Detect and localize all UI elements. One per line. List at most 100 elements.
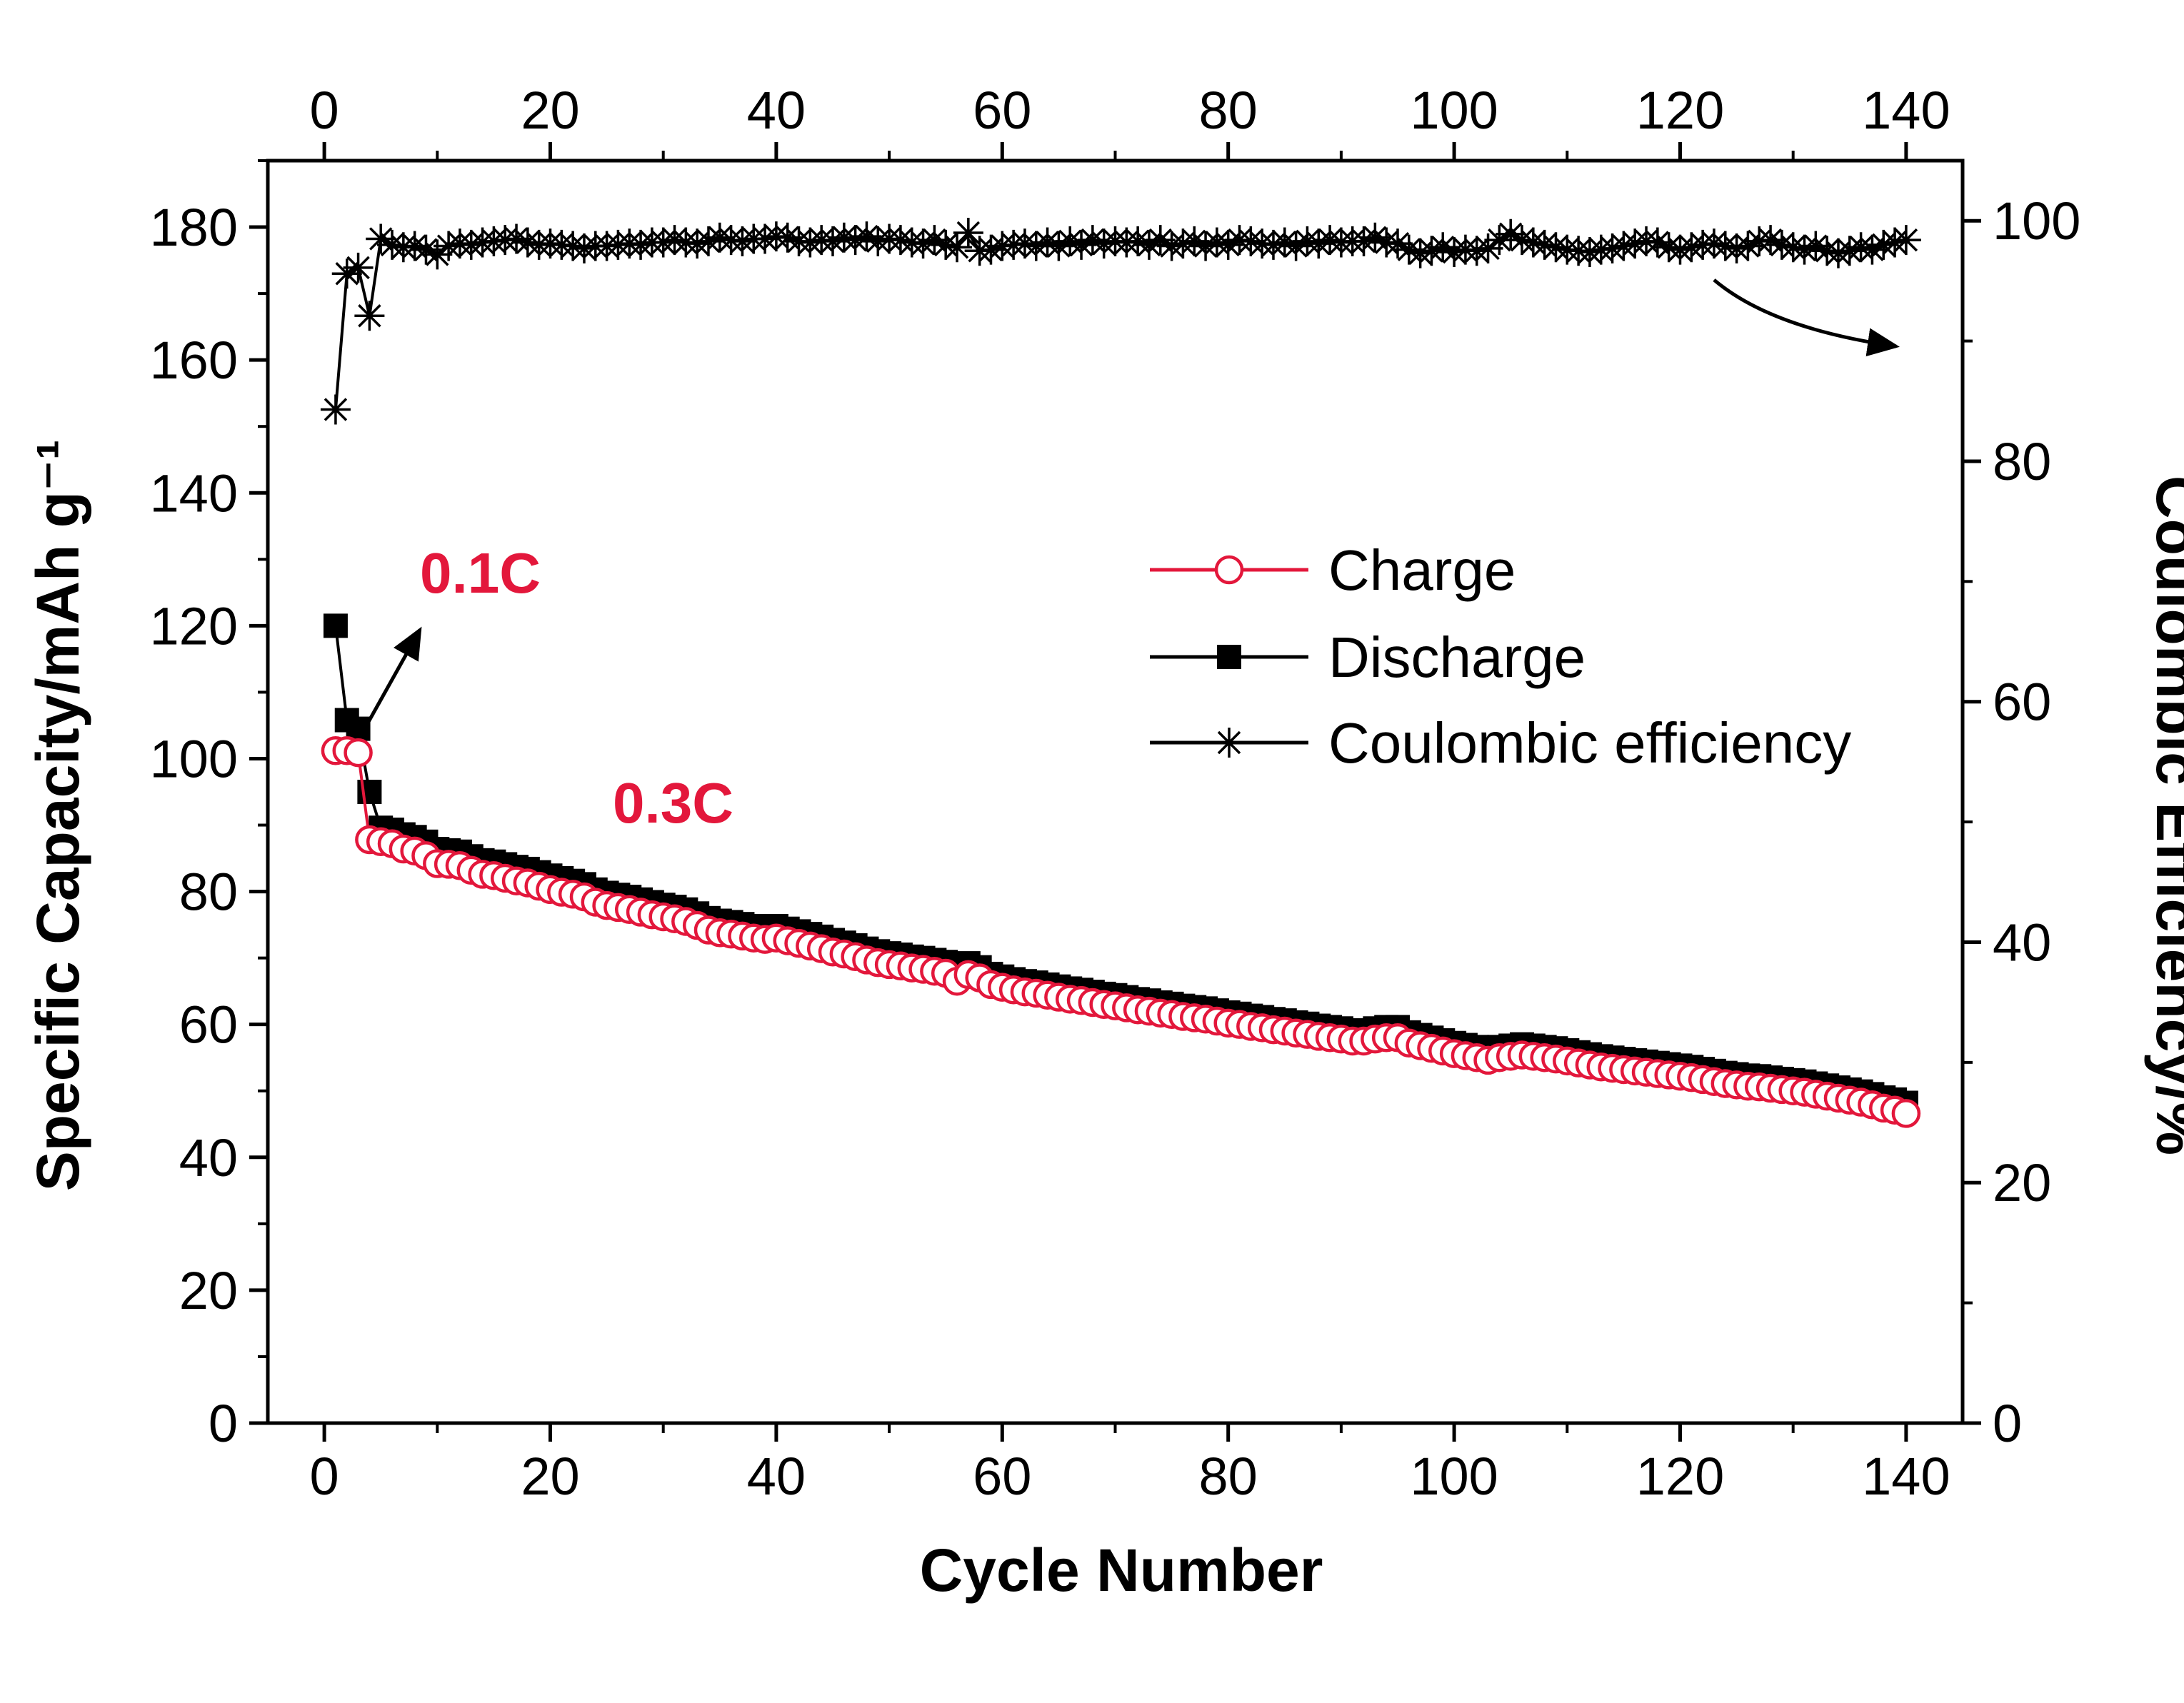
data-point bbox=[1857, 234, 1888, 265]
data-point bbox=[1484, 225, 1515, 256]
x-tick-label-bottom: 0 bbox=[310, 1447, 339, 1506]
data-point bbox=[1766, 229, 1797, 260]
data-point bbox=[704, 222, 735, 253]
data-point bbox=[1518, 227, 1548, 258]
data-point bbox=[659, 225, 690, 256]
legend-label: Coulombic efficiency bbox=[1328, 711, 1851, 775]
data-point bbox=[1416, 236, 1447, 266]
data-point bbox=[1541, 232, 1571, 263]
y-tick-label: 160 bbox=[150, 331, 238, 390]
series-layer bbox=[320, 218, 1921, 1128]
data-point bbox=[1009, 228, 1040, 259]
x-tick-label-top: 120 bbox=[1636, 81, 1724, 140]
data-point bbox=[1315, 225, 1346, 256]
data-point bbox=[1676, 232, 1707, 263]
data-point bbox=[1269, 227, 1300, 258]
data-point bbox=[558, 231, 588, 261]
data-point bbox=[399, 231, 430, 261]
data-point bbox=[863, 226, 893, 256]
y2-tick-label: 100 bbox=[1993, 191, 2080, 251]
data-point bbox=[1133, 229, 1164, 260]
right-axis-arrow bbox=[1713, 278, 1900, 357]
annotation-layer: 0.1C 0.3C bbox=[364, 278, 1900, 835]
data-point bbox=[344, 738, 373, 768]
data-point bbox=[1191, 231, 1221, 261]
data-point bbox=[953, 218, 983, 248]
data-point bbox=[1473, 233, 1503, 263]
x-tick-label-top: 80 bbox=[1199, 81, 1258, 140]
data-point bbox=[828, 222, 859, 253]
legend-marker bbox=[1214, 555, 1244, 585]
annotation-arrow-0-1c bbox=[364, 626, 422, 728]
data-point bbox=[1653, 232, 1684, 263]
data-point bbox=[411, 234, 441, 265]
data-point bbox=[693, 226, 723, 256]
data-point bbox=[323, 613, 348, 638]
plot-frame bbox=[266, 159, 1965, 1425]
data-point bbox=[343, 252, 374, 283]
data-point bbox=[908, 228, 938, 259]
data-point bbox=[1292, 226, 1323, 256]
y-tick-label: 80 bbox=[179, 863, 238, 922]
y-tick-label: 120 bbox=[150, 596, 238, 655]
data-point bbox=[1123, 226, 1153, 256]
x-tick-label-top: 20 bbox=[521, 81, 579, 140]
data-point bbox=[1721, 233, 1752, 263]
data-point bbox=[1496, 218, 1526, 249]
x-tick-label-top: 140 bbox=[1862, 81, 1950, 140]
data-point bbox=[851, 221, 882, 252]
data-point bbox=[1755, 225, 1786, 256]
data-point bbox=[1383, 228, 1413, 259]
legend-marker bbox=[1214, 728, 1244, 758]
data-point bbox=[1077, 225, 1108, 256]
y-tick-label: 0 bbox=[209, 1394, 238, 1453]
data-point bbox=[1608, 231, 1639, 261]
legend-item-charge: Charge bbox=[1150, 538, 1516, 602]
data-point bbox=[1574, 236, 1605, 267]
legend-item-coulombic-efficiency: Coulombic efficiency bbox=[1150, 711, 1851, 775]
x-tick-label-bottom: 60 bbox=[973, 1447, 1031, 1506]
data-point bbox=[1428, 232, 1458, 263]
data-point bbox=[1281, 231, 1311, 261]
legend-item-discharge: Discharge bbox=[1150, 626, 1586, 689]
annotation-0-1c: 0.1C bbox=[420, 541, 541, 605]
x-tick-label-bottom: 140 bbox=[1862, 1447, 1950, 1506]
y-tick-label: 100 bbox=[150, 729, 238, 788]
data-point bbox=[331, 258, 362, 289]
data-point bbox=[1812, 236, 1843, 266]
data-point bbox=[1507, 225, 1538, 256]
data-point bbox=[1710, 231, 1740, 261]
data-point bbox=[1891, 1099, 1921, 1128]
data-point bbox=[1665, 234, 1695, 265]
series-discharge bbox=[323, 613, 1918, 1115]
data-point bbox=[1303, 228, 1334, 259]
data-point bbox=[354, 301, 385, 331]
data-point bbox=[1066, 229, 1097, 260]
series-line bbox=[334, 626, 1907, 1105]
data-point bbox=[1405, 238, 1436, 268]
y2-tick-label: 40 bbox=[1993, 913, 2051, 972]
data-point bbox=[1778, 232, 1808, 263]
data-point bbox=[1032, 227, 1063, 258]
data-point bbox=[1642, 227, 1673, 258]
data-point bbox=[320, 394, 351, 425]
x-tick-label-top: 60 bbox=[973, 81, 1031, 140]
y2-tick-label: 60 bbox=[1993, 673, 2051, 732]
data-point bbox=[1145, 225, 1176, 256]
y-tick-label: 60 bbox=[179, 995, 238, 1055]
data-point bbox=[818, 226, 848, 256]
data-point bbox=[750, 223, 781, 254]
x-tick-label-bottom: 20 bbox=[521, 1447, 579, 1506]
y-tick-label: 20 bbox=[179, 1261, 238, 1320]
data-point bbox=[1845, 232, 1876, 263]
data-point bbox=[1698, 228, 1729, 259]
data-point bbox=[1823, 238, 1853, 268]
plot-border bbox=[266, 159, 1965, 1425]
data-point bbox=[501, 223, 532, 254]
data-point bbox=[1213, 229, 1243, 260]
data-point bbox=[1529, 229, 1560, 260]
data-point bbox=[682, 228, 713, 259]
y2-tick-label: 0 bbox=[1993, 1394, 2022, 1453]
data-point bbox=[1461, 236, 1492, 266]
